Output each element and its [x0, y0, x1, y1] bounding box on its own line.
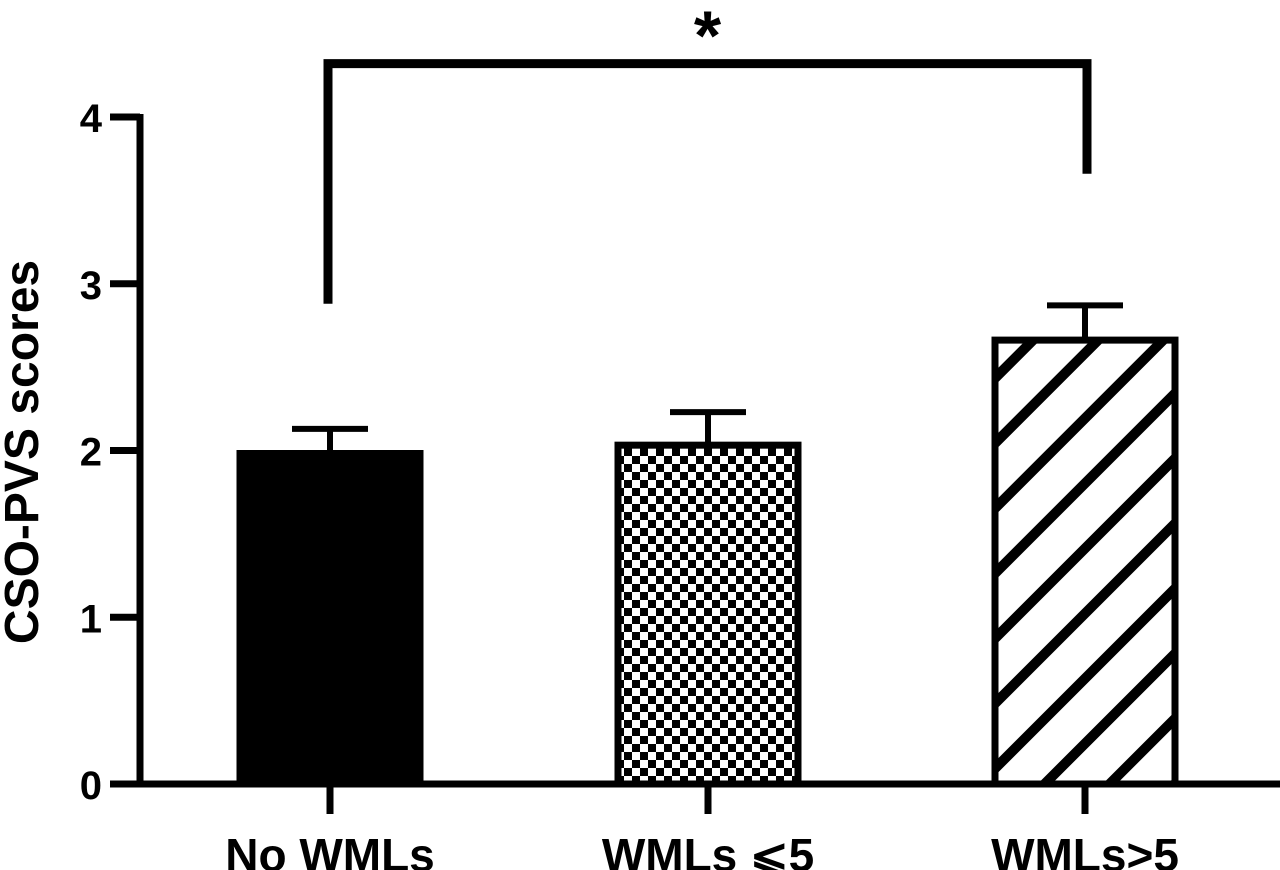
- y-axis: 0 1 2 3 4: [80, 97, 144, 808]
- y-tick-label-2: 2: [80, 431, 102, 475]
- x-tick-label-2: WMLs>5: [991, 829, 1179, 870]
- significance-bracket: *: [323, 0, 1092, 304]
- x-axis: No WMLs WMLs ⩽5 WMLs>5: [110, 780, 1280, 870]
- significance-bracket-line: [323, 59, 1092, 304]
- bar-2: [991, 336, 1179, 788]
- bar-0: [236, 450, 424, 788]
- y-tick-label-0: 0: [80, 764, 102, 808]
- x-tick-label-0: No WMLs: [225, 829, 435, 870]
- bar-1: [614, 441, 802, 788]
- y-tick-label-3: 3: [80, 264, 102, 308]
- error-bars: [292, 302, 1123, 451]
- bars: [236, 336, 1179, 788]
- y-tick-label-1: 1: [80, 597, 102, 641]
- y-tick-label-4: 4: [80, 97, 103, 141]
- significance-marker: *: [694, 0, 722, 75]
- y-axis-label: CSO-PVS scores: [0, 260, 49, 644]
- x-tick-label-1: WMLs ⩽5: [602, 829, 814, 870]
